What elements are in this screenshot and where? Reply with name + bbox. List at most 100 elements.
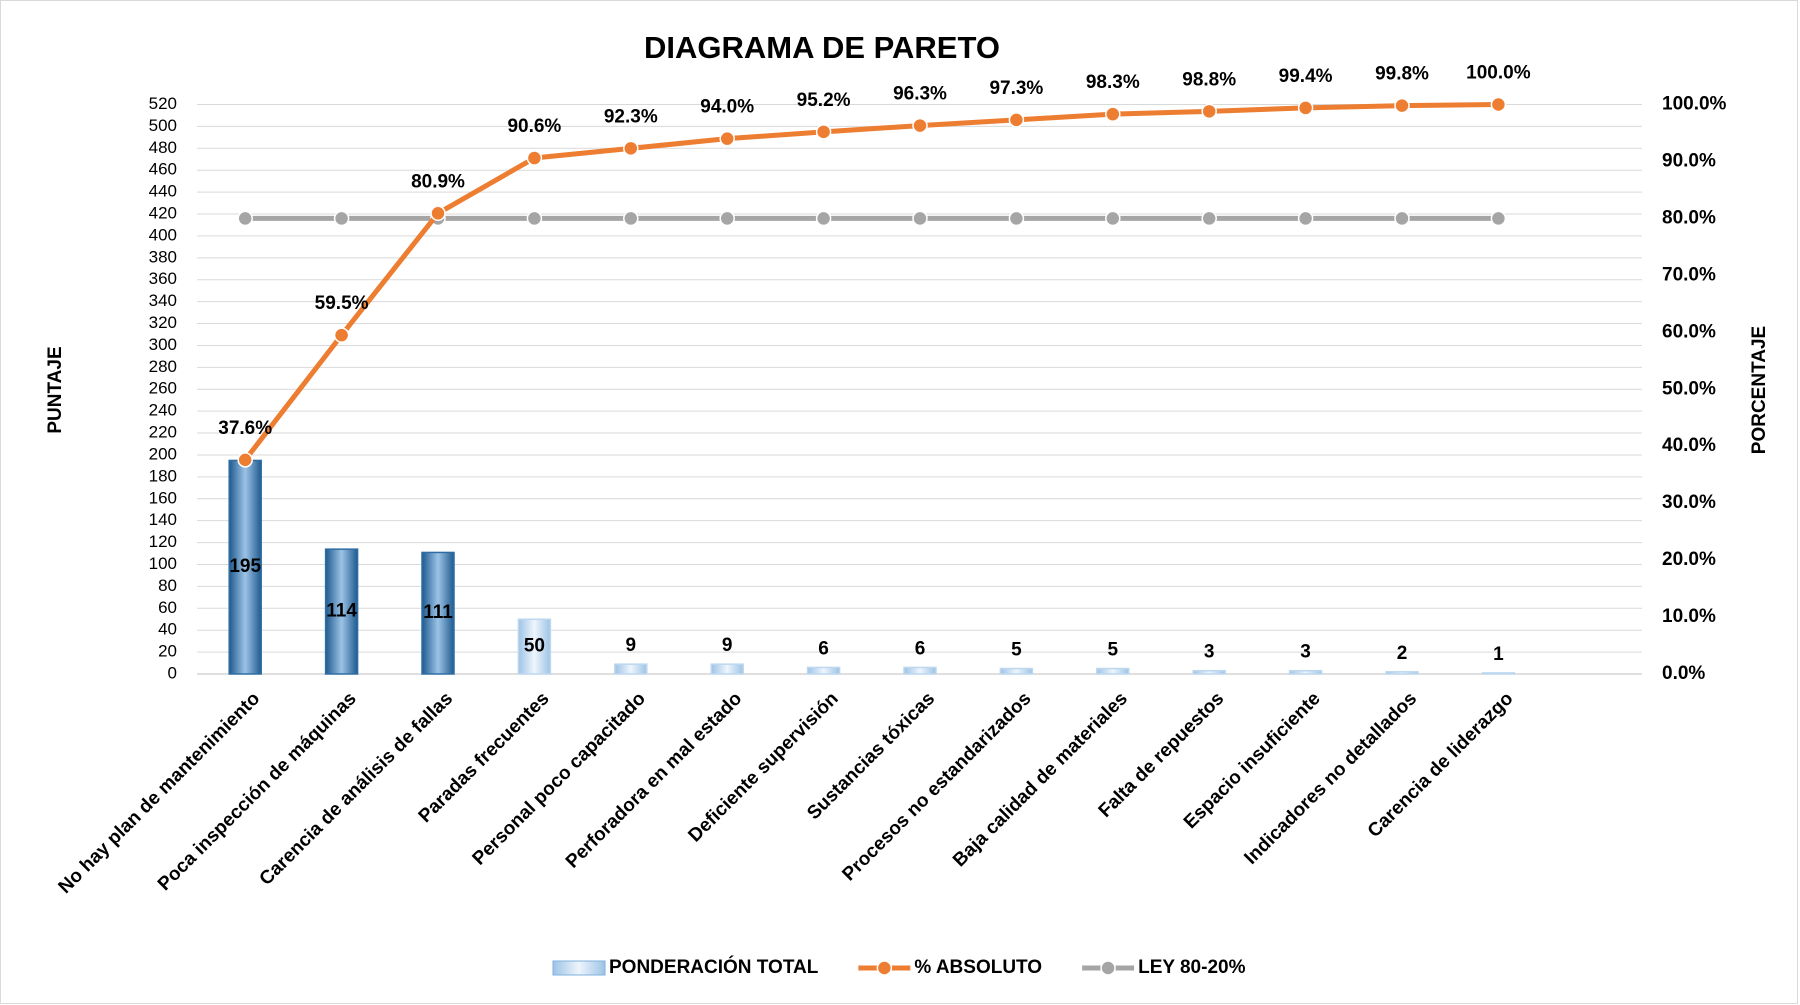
y2-tick-label: 10.0%: [1662, 606, 1716, 627]
marker: [912, 210, 928, 227]
point-label: 99.4%: [1279, 66, 1333, 87]
bar-value-label: 9: [626, 635, 637, 656]
legend-swatch: [876, 960, 893, 976]
bar: [999, 667, 1034, 675]
point-label: 99.8%: [1375, 64, 1429, 85]
marker: [1201, 210, 1217, 227]
y2-tick-label: 80.0%: [1662, 207, 1716, 228]
bar: [1192, 669, 1226, 675]
bar-value-label: 6: [818, 638, 829, 659]
y-tick-label: 240: [149, 401, 177, 420]
y-tick-label: 340: [149, 291, 177, 310]
y2-tick-label: 40.0%: [1662, 435, 1716, 456]
point-label: 94.0%: [700, 97, 754, 118]
y-tick-label: 300: [149, 335, 177, 354]
y-tick-label: 180: [149, 466, 177, 485]
point-label: 98.3%: [1086, 72, 1140, 93]
bar: [1096, 667, 1130, 675]
marker: [237, 452, 253, 468]
y-tick-label: 120: [149, 532, 177, 551]
marker: [1490, 96, 1507, 113]
marker: [1394, 210, 1410, 227]
y-tick-label: 420: [149, 204, 177, 223]
bar-value-label: 1: [1493, 644, 1504, 665]
y2-tick-label: 20.0%: [1662, 549, 1716, 570]
bar-value-label: 50: [524, 636, 545, 657]
bar: [1288, 669, 1323, 675]
bar-value-label: 111: [423, 602, 453, 623]
bar-value-label: 3: [1204, 642, 1215, 663]
y-tick-label: 320: [149, 313, 177, 332]
y-tick-label: 400: [149, 225, 177, 244]
line: [243, 102, 1499, 462]
legend-swatch: [552, 960, 606, 976]
y-tick-label: 160: [149, 488, 177, 507]
marker: [526, 150, 543, 166]
marker: [526, 210, 543, 227]
y2-tick-label: 100.0%: [1662, 94, 1727, 115]
marker: [719, 210, 735, 227]
y-tick-label: 500: [149, 116, 177, 135]
marker: [1394, 97, 1410, 114]
y2-tick-label: 50.0%: [1662, 378, 1716, 399]
legend-label: % ABSOLUTO: [914, 957, 1042, 978]
marker: [1008, 112, 1025, 128]
marker: [623, 210, 639, 227]
y2-tick-label: 60.0%: [1662, 321, 1716, 342]
marker: [237, 210, 253, 227]
bar-value-label: 9: [722, 635, 733, 656]
bar: [710, 663, 744, 675]
point-label: 90.6%: [507, 116, 561, 137]
marker: [1105, 106, 1121, 122]
bar: [1481, 672, 1516, 675]
bar: [324, 548, 359, 675]
legend-label: PONDERACIÓN TOTAL: [609, 956, 819, 978]
point-label: 80.9%: [411, 171, 465, 192]
marker: [1105, 210, 1121, 227]
y2-tick-label: 70.0%: [1662, 264, 1716, 285]
y-tick-label: 140: [149, 510, 177, 529]
y-tick-label: 280: [149, 357, 177, 376]
y-tick-label: 460: [149, 160, 177, 179]
y2-axis-title: PORCENTAJE: [1749, 326, 1770, 454]
y-tick-label: 260: [149, 379, 177, 398]
bar: [903, 666, 937, 675]
y-tick-label: 380: [149, 247, 177, 266]
bar-value-label: 6: [915, 638, 926, 659]
chart-title: DIAGRAMA DE PARETO: [644, 30, 1000, 65]
bar-value-label: 5: [1011, 640, 1022, 661]
marker: [333, 210, 350, 227]
bar-value-label: 2: [1397, 643, 1408, 664]
marker: [430, 205, 446, 222]
point-label: 97.3%: [989, 78, 1043, 99]
y-tick-label: 0: [168, 663, 177, 682]
marker: [1008, 210, 1025, 227]
y-tick-label: 440: [149, 182, 177, 201]
marker: [333, 327, 350, 343]
legend-label: LEY 80-20%: [1138, 957, 1245, 978]
bar: [1385, 671, 1419, 675]
y2-tick-label: 90.0%: [1662, 150, 1716, 171]
y2-tick-label: 0.0%: [1662, 663, 1705, 684]
y-tick-label: 200: [149, 444, 177, 463]
marker: [1490, 210, 1507, 227]
y-axis-title: PUNTAJE: [45, 346, 66, 433]
y-tick-label: 480: [149, 138, 177, 157]
y-tick-label: 20: [158, 642, 177, 661]
y-tick-label: 220: [149, 423, 177, 442]
point-label: 37.6%: [218, 418, 272, 439]
point-label: 92.3%: [604, 106, 658, 127]
bar-value-label: 114: [326, 601, 357, 622]
bar: [614, 663, 648, 675]
y-tick-label: 40: [158, 620, 177, 639]
bar-value-label: 3: [1300, 642, 1311, 663]
marker: [1297, 100, 1314, 116]
y-tick-label: 360: [149, 269, 177, 288]
point-label: 100.0%: [1466, 63, 1531, 84]
bar: [806, 666, 841, 675]
bar: [517, 618, 552, 675]
bar: [228, 459, 262, 675]
y2-tick-label: 30.0%: [1662, 492, 1716, 513]
